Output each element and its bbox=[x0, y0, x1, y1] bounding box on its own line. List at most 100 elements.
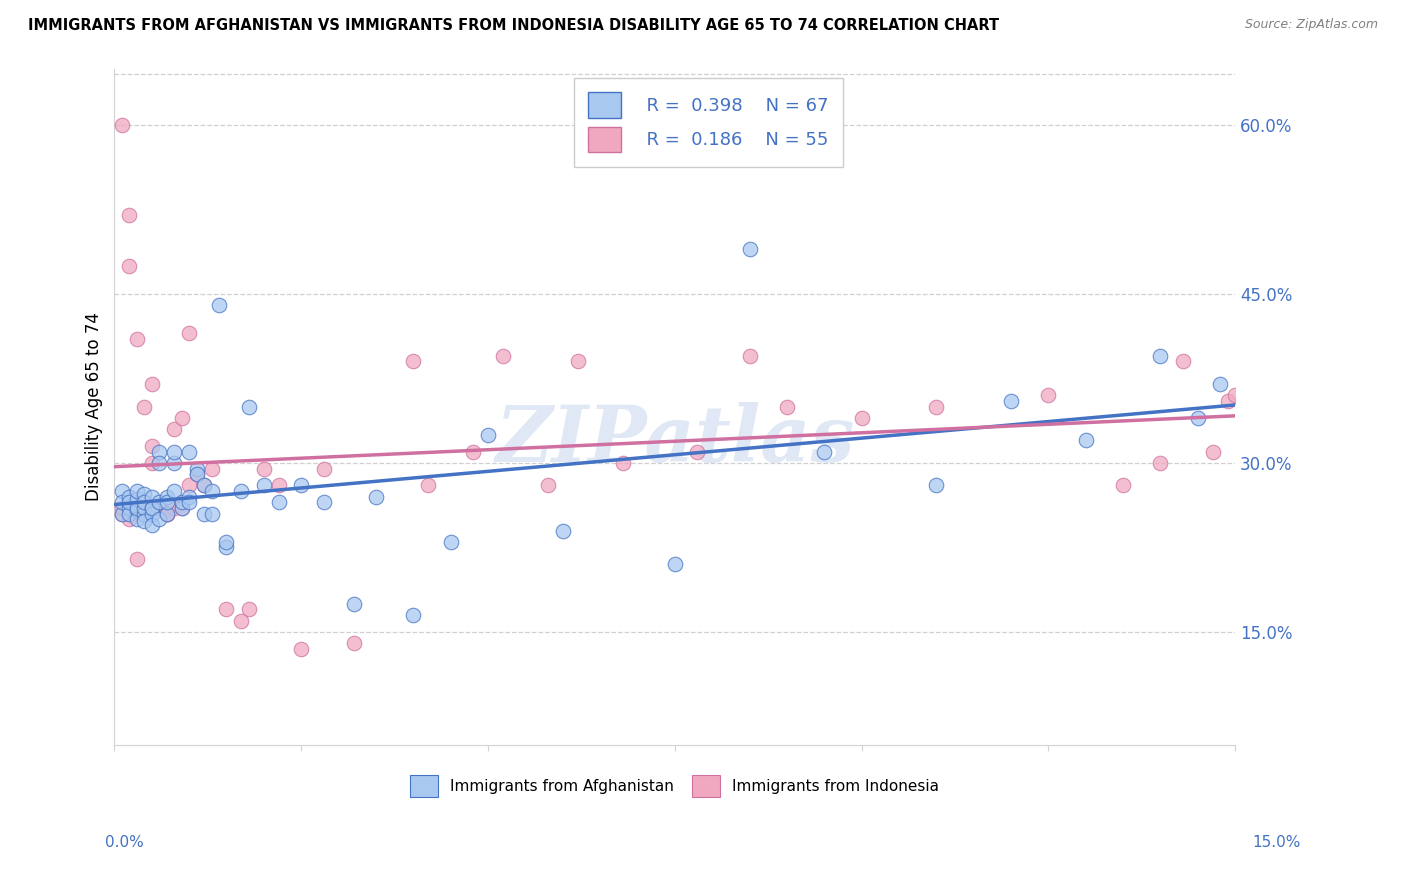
Point bbox=[200, 461, 222, 475]
Point bbox=[567, 354, 589, 368]
Point bbox=[342, 636, 364, 650]
Point bbox=[440, 534, 463, 549]
Point bbox=[253, 461, 276, 475]
Point bbox=[1225, 388, 1247, 402]
Point bbox=[170, 495, 193, 509]
Point bbox=[267, 495, 290, 509]
Point bbox=[179, 326, 201, 341]
Point bbox=[141, 507, 163, 521]
Point bbox=[148, 512, 170, 526]
Point bbox=[342, 597, 364, 611]
Text: ZIPatlas: ZIPatlas bbox=[495, 402, 855, 479]
Point bbox=[312, 461, 335, 475]
Point bbox=[776, 400, 799, 414]
Point bbox=[118, 507, 141, 521]
Point bbox=[686, 444, 709, 458]
Point bbox=[156, 507, 179, 521]
Point bbox=[156, 490, 179, 504]
Point bbox=[163, 456, 186, 470]
Point bbox=[267, 478, 290, 492]
Point bbox=[148, 500, 170, 515]
Point bbox=[612, 456, 634, 470]
Point bbox=[664, 558, 686, 572]
Point bbox=[134, 487, 156, 501]
Point bbox=[163, 422, 186, 436]
Point bbox=[156, 495, 179, 509]
Point bbox=[179, 478, 201, 492]
Point bbox=[492, 349, 515, 363]
Point bbox=[551, 524, 574, 538]
Point bbox=[141, 490, 163, 504]
Point bbox=[141, 439, 163, 453]
Point bbox=[118, 259, 141, 273]
Point bbox=[208, 298, 231, 312]
Point bbox=[461, 444, 484, 458]
Point bbox=[141, 500, 163, 515]
Point bbox=[231, 614, 253, 628]
Point bbox=[312, 495, 335, 509]
Point bbox=[925, 400, 948, 414]
Text: Source: ZipAtlas.com: Source: ZipAtlas.com bbox=[1244, 18, 1378, 31]
Point bbox=[125, 503, 148, 517]
Point bbox=[148, 444, 170, 458]
Point bbox=[1149, 456, 1171, 470]
Point bbox=[1000, 393, 1022, 408]
Point bbox=[186, 461, 208, 475]
Point bbox=[170, 500, 193, 515]
Point bbox=[200, 507, 222, 521]
Point bbox=[179, 495, 201, 509]
Point bbox=[738, 349, 761, 363]
Point bbox=[186, 467, 208, 482]
Point bbox=[125, 484, 148, 499]
Point bbox=[134, 495, 156, 509]
Point bbox=[537, 478, 560, 492]
Text: 15.0%: 15.0% bbox=[1253, 836, 1301, 850]
Point bbox=[148, 456, 170, 470]
Point bbox=[215, 602, 238, 616]
Point bbox=[163, 484, 186, 499]
Point bbox=[163, 444, 186, 458]
Point bbox=[1187, 410, 1209, 425]
Point bbox=[134, 507, 156, 521]
Point bbox=[477, 427, 499, 442]
Point bbox=[215, 534, 238, 549]
Point bbox=[134, 400, 156, 414]
Point bbox=[179, 444, 201, 458]
Point bbox=[141, 500, 163, 515]
Point bbox=[134, 500, 156, 515]
Point bbox=[1171, 354, 1194, 368]
Point bbox=[231, 484, 253, 499]
Point bbox=[200, 484, 222, 499]
Point bbox=[156, 507, 179, 521]
Text: IMMIGRANTS FROM AFGHANISTAN VS IMMIGRANTS FROM INDONESIA DISABILITY AGE 65 TO 74: IMMIGRANTS FROM AFGHANISTAN VS IMMIGRANT… bbox=[28, 18, 1000, 33]
Point bbox=[851, 410, 873, 425]
Point bbox=[402, 607, 425, 622]
Point bbox=[118, 512, 141, 526]
Point bbox=[186, 467, 208, 482]
Point bbox=[1074, 434, 1097, 448]
Legend: Immigrants from Afghanistan, Immigrants from Indonesia: Immigrants from Afghanistan, Immigrants … bbox=[404, 768, 946, 805]
Point bbox=[125, 551, 148, 566]
Point bbox=[141, 377, 163, 392]
Point bbox=[125, 332, 148, 346]
Point bbox=[125, 500, 148, 515]
Text: 0.0%: 0.0% bbox=[105, 836, 145, 850]
Point bbox=[1209, 377, 1232, 392]
Point bbox=[118, 490, 141, 504]
Point bbox=[141, 517, 163, 532]
Point bbox=[925, 478, 948, 492]
Point bbox=[290, 478, 312, 492]
Point bbox=[1149, 349, 1171, 363]
Point bbox=[179, 490, 201, 504]
Point bbox=[364, 490, 387, 504]
Point bbox=[193, 478, 215, 492]
Point bbox=[738, 242, 761, 256]
Point bbox=[111, 507, 134, 521]
Point bbox=[238, 400, 260, 414]
Point bbox=[813, 444, 835, 458]
Point bbox=[1202, 444, 1225, 458]
Point bbox=[193, 507, 215, 521]
Point bbox=[1112, 478, 1135, 492]
Point bbox=[111, 507, 134, 521]
Point bbox=[118, 500, 141, 515]
